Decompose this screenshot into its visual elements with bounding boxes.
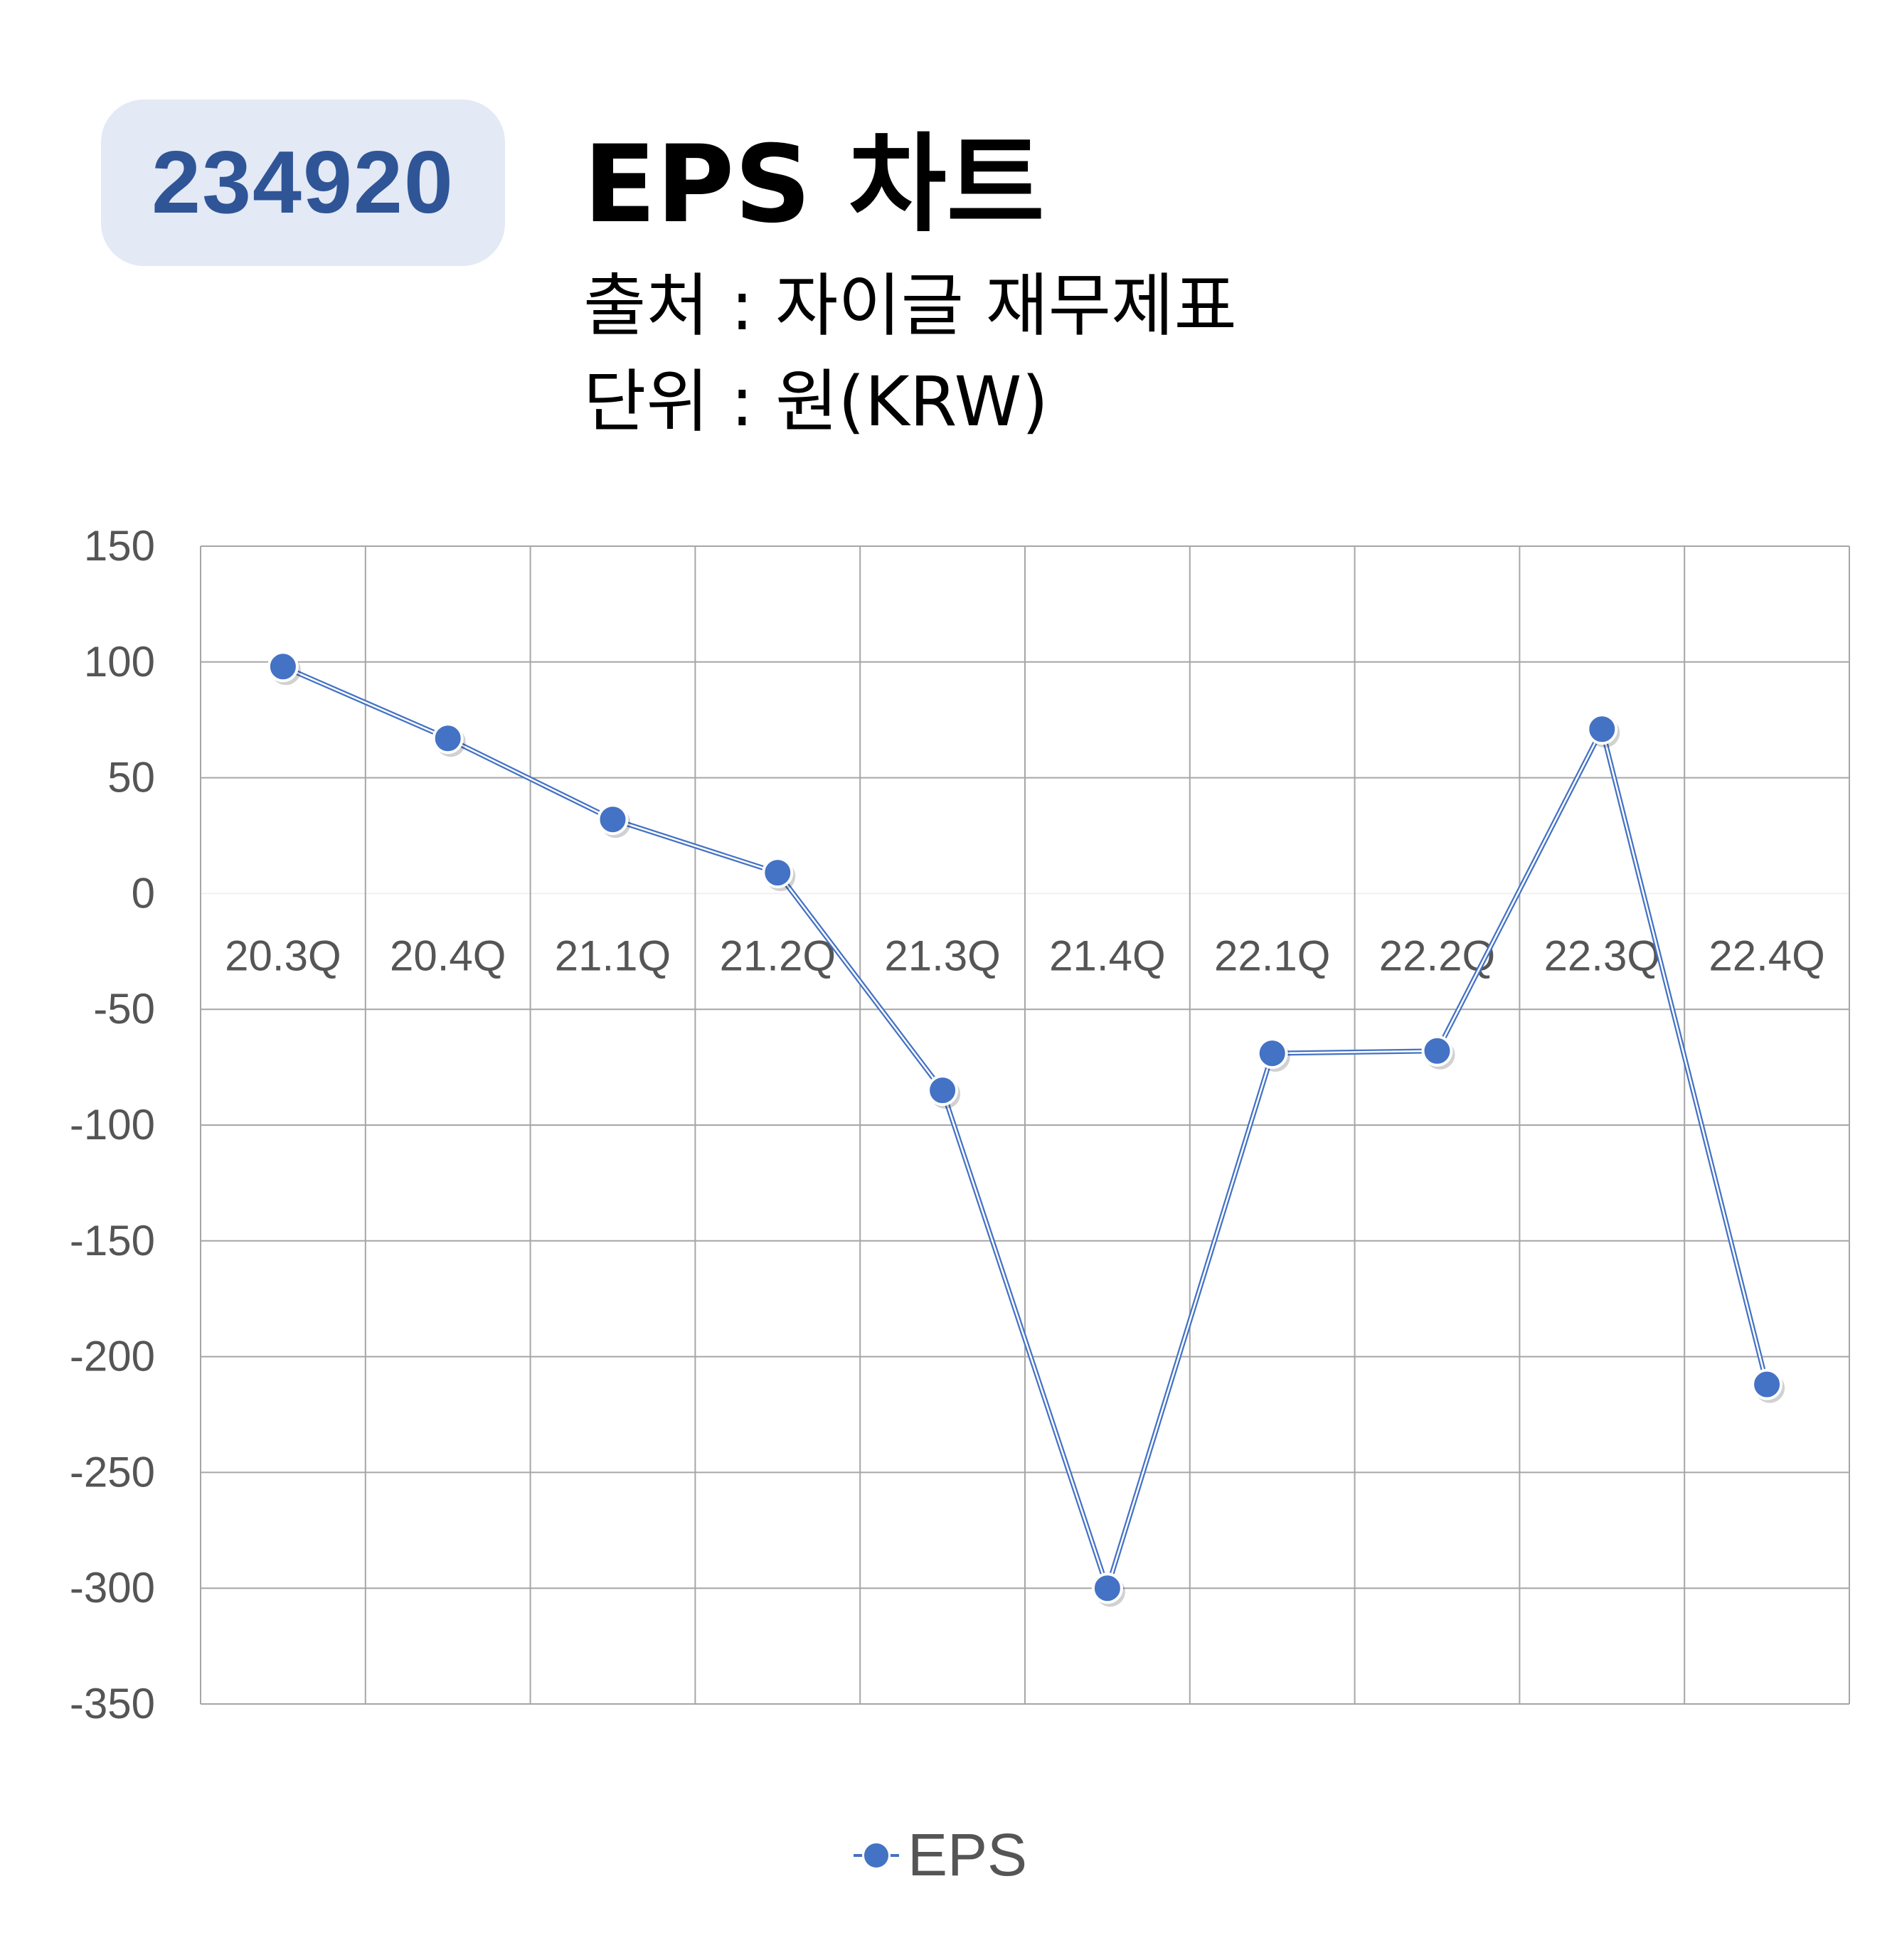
chart-title: EPS 차트 xyxy=(583,123,1045,247)
data-point xyxy=(267,651,299,683)
stock-code-badge: 234920 xyxy=(101,100,505,266)
y-axis-ticks: 150 100 50 0 -50 -100 -150 -200 -250 -300 -350 xyxy=(70,522,155,1727)
y-tick-label: 150 xyxy=(84,522,155,570)
data-point xyxy=(1421,1035,1453,1067)
data-point xyxy=(1091,1572,1123,1604)
data-point xyxy=(1256,1038,1288,1070)
x-tick-label: 20.4Q xyxy=(390,932,506,979)
data-point xyxy=(762,857,794,889)
x-tick-label: 22.1Q xyxy=(1214,932,1330,979)
data-point xyxy=(927,1075,959,1107)
x-axis-ticks: 20.3Q 20.4Q 21.1Q 21.2Q 21.3Q 21.4Q 22.1Q 22.2Q… xyxy=(225,932,1825,979)
y-tick-label: -200 xyxy=(70,1333,155,1380)
y-tick-label: -150 xyxy=(70,1217,155,1264)
y-tick-label: 50 xyxy=(107,754,155,801)
x-tick-label: 21.4Q xyxy=(1049,932,1165,979)
series-line-eps-highlight xyxy=(282,666,1768,1589)
data-point xyxy=(432,723,464,755)
y-tick-label: 0 xyxy=(132,869,155,917)
y-tick-label: -350 xyxy=(70,1680,155,1727)
y-tick-label: -300 xyxy=(70,1564,155,1612)
x-tick-label: 22.3Q xyxy=(1544,932,1660,979)
x-tick-label: 21.1Q xyxy=(555,932,671,979)
x-tick-label: 21.3Q xyxy=(884,932,1000,979)
x-tick-label: 22.4Q xyxy=(1709,932,1824,979)
y-tick-label: -100 xyxy=(70,1101,155,1149)
chart-source: 출처 : 자이글 재무제표 xyxy=(583,266,1237,346)
y-tick-label: 100 xyxy=(84,638,155,686)
chart-grid xyxy=(200,545,1850,1705)
chart-unit: 단위 : 원(KRW) xyxy=(583,362,1048,442)
chart-legend: EPS xyxy=(854,1821,1027,1890)
y-tick-label: -250 xyxy=(70,1448,155,1496)
x-tick-label: 20.3Q xyxy=(225,932,341,979)
stock-code: 234920 xyxy=(152,134,455,232)
series-eps xyxy=(267,651,1785,1607)
data-point xyxy=(597,804,629,836)
data-point xyxy=(1586,713,1618,745)
legend-label-eps: EPS xyxy=(908,1821,1028,1888)
y-tick-label: -50 xyxy=(93,985,155,1033)
data-point xyxy=(1751,1368,1783,1400)
legend-marker-icon xyxy=(854,1841,899,1870)
x-tick-label: 21.2Q xyxy=(720,932,836,979)
